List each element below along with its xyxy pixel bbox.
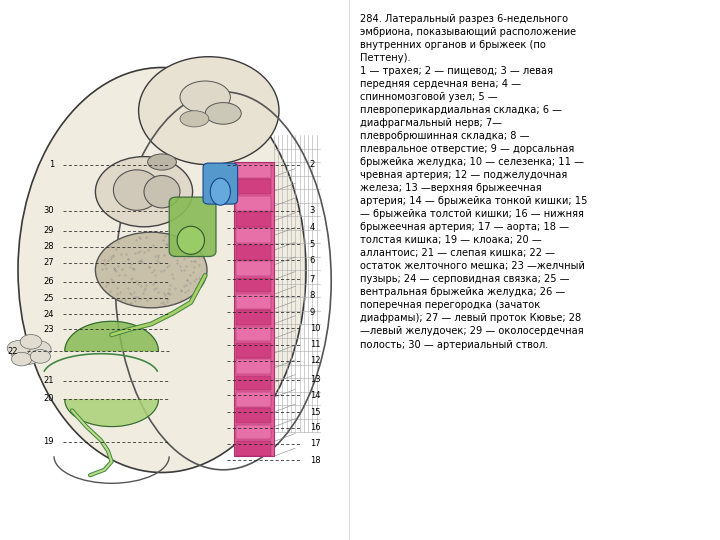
Text: 23: 23 — [43, 325, 54, 334]
Ellipse shape — [180, 111, 209, 127]
Text: 1: 1 — [49, 160, 54, 169]
Bar — [236, 441, 271, 456]
Text: 7: 7 — [310, 275, 315, 284]
Bar — [236, 179, 271, 194]
Ellipse shape — [205, 103, 241, 124]
Text: 284. Латеральный разрез 6-недельного
эмбриона, показывающий расположение
внутрен: 284. Латеральный разрез 6-недельного эмб… — [360, 14, 588, 349]
FancyBboxPatch shape — [169, 197, 216, 256]
Ellipse shape — [30, 349, 50, 363]
Text: 11: 11 — [310, 340, 320, 349]
Text: 10: 10 — [310, 324, 320, 333]
Bar — [236, 163, 271, 178]
Polygon shape — [65, 321, 158, 351]
Text: 28: 28 — [43, 242, 54, 251]
Bar — [236, 408, 271, 423]
Bar — [236, 228, 271, 243]
Text: 30: 30 — [43, 206, 54, 215]
Text: 8: 8 — [310, 292, 315, 300]
Text: 6: 6 — [310, 256, 315, 265]
Text: 13: 13 — [310, 375, 320, 384]
Ellipse shape — [210, 178, 230, 205]
Text: 3: 3 — [310, 206, 315, 215]
Bar — [236, 359, 271, 374]
Text: 12: 12 — [310, 356, 320, 365]
Text: 26: 26 — [43, 278, 54, 286]
Bar — [236, 424, 271, 440]
Text: 25: 25 — [43, 294, 54, 302]
Text: 16: 16 — [310, 423, 320, 432]
Text: 14: 14 — [310, 391, 320, 400]
Text: 29: 29 — [43, 226, 54, 235]
Text: 24: 24 — [43, 310, 54, 319]
FancyBboxPatch shape — [203, 163, 238, 204]
Text: 4: 4 — [310, 224, 315, 232]
Ellipse shape — [144, 176, 180, 208]
Text: 21: 21 — [43, 376, 54, 385]
Text: 9: 9 — [310, 308, 315, 316]
Bar — [236, 327, 271, 341]
Bar — [236, 245, 271, 260]
Bar — [236, 343, 271, 357]
Ellipse shape — [95, 157, 193, 227]
Bar — [236, 261, 271, 276]
Text: 17: 17 — [310, 440, 320, 448]
Bar — [234, 162, 274, 456]
Bar — [236, 278, 271, 292]
Ellipse shape — [20, 334, 42, 349]
Text: 18: 18 — [310, 456, 320, 464]
Text: 19: 19 — [43, 437, 54, 446]
Ellipse shape — [95, 232, 207, 308]
Ellipse shape — [148, 154, 176, 170]
Ellipse shape — [7, 341, 30, 356]
Ellipse shape — [180, 81, 230, 113]
Bar — [236, 392, 271, 407]
Text: 5: 5 — [310, 240, 315, 248]
Ellipse shape — [114, 170, 161, 210]
Ellipse shape — [138, 57, 279, 165]
Text: 2: 2 — [310, 160, 315, 169]
Ellipse shape — [12, 343, 43, 364]
Text: 20: 20 — [43, 394, 54, 403]
Bar — [236, 310, 271, 325]
Text: 15: 15 — [310, 408, 320, 416]
Ellipse shape — [25, 341, 51, 358]
Bar — [236, 376, 271, 390]
Ellipse shape — [18, 68, 306, 472]
Text: 22: 22 — [7, 347, 18, 355]
Bar — [236, 212, 271, 227]
Ellipse shape — [177, 226, 204, 254]
Bar — [236, 196, 271, 211]
Bar — [236, 294, 271, 309]
Polygon shape — [65, 400, 158, 427]
Ellipse shape — [12, 352, 32, 366]
Text: 27: 27 — [43, 259, 54, 267]
